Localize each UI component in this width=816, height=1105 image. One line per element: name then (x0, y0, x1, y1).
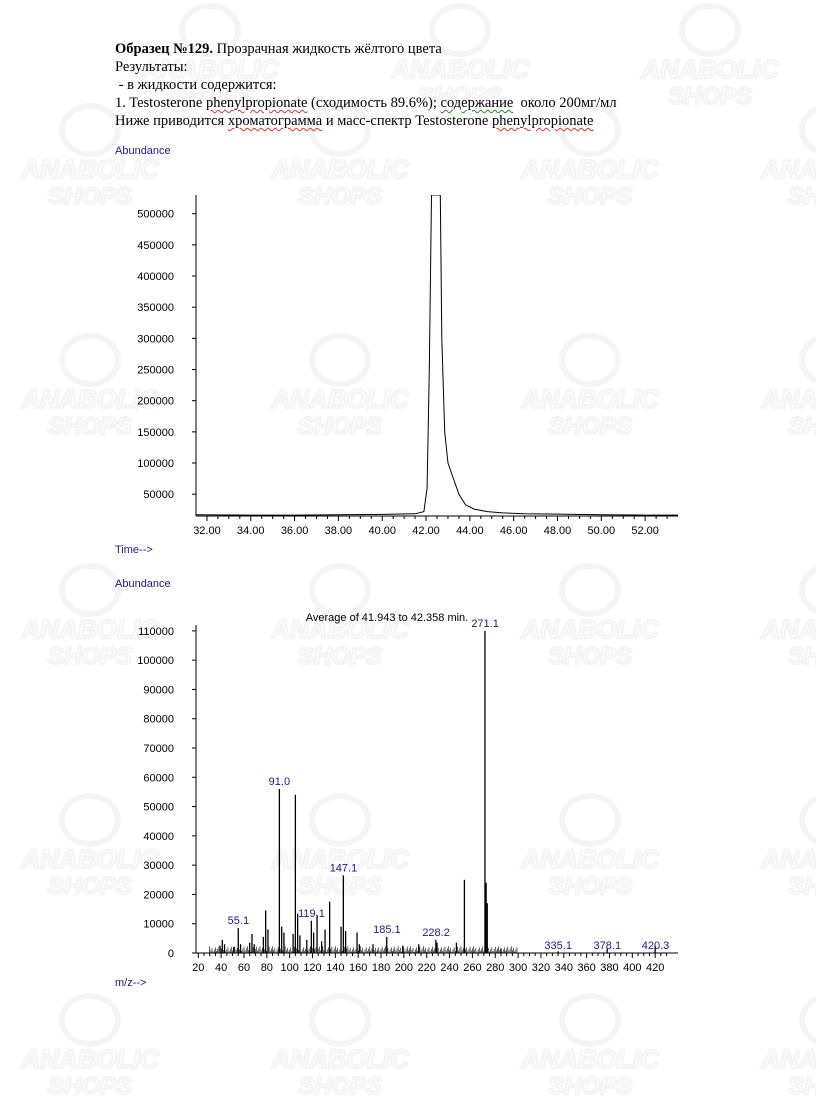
chromatogram-y-tick-label: 100000 (137, 458, 174, 470)
chromatogram-y-tick-label: 500000 (137, 209, 174, 221)
chromatogram-y-tick-label: 200000 (137, 396, 174, 408)
spectrum-y-tick-label: 110000 (138, 626, 174, 638)
chromatogram-x-tick-label: 50.00 (588, 525, 616, 537)
spectrum-y-tick-label: 100000 (137, 655, 174, 667)
spectrum-y-tick-label: 30000 (143, 860, 174, 872)
spectrum-x-tick-label: 80 (261, 962, 273, 974)
spectrum-peak-label: 420.3 (642, 940, 670, 952)
svg-text:SHOPS: SHOPS (298, 1073, 382, 1100)
spectrum-y-tick-label: 40000 (143, 831, 174, 843)
spectrum-x-tick-label: 120 (303, 962, 321, 974)
spectrum-x-tick-label: 220 (418, 962, 436, 974)
spectrum-x-tick-label: 240 (440, 962, 458, 974)
spectrum-peak-label: 378.1 (594, 940, 622, 952)
sample-title-line: Образец №129. Прозрачная жидкость жёлтог… (115, 40, 715, 58)
contains-line: - в жидкости содержится: (115, 77, 277, 93)
chromatogram-x-tick-label: 48.00 (544, 525, 572, 537)
compound-content-word: содержание (440, 95, 514, 111)
sample-title-rest: Прозрачная жидкость жёлтого цвета (213, 41, 442, 57)
sample-description: Образец №129. Прозрачная жидкость жёлтог… (115, 40, 715, 130)
chromatogram-x-tick-label: 44.00 (456, 525, 484, 537)
svg-text:SHOPS: SHOPS (788, 1073, 816, 1100)
chromatogram-word: хроматограмма (227, 113, 323, 129)
compound-prefix: 1. Testosterone (115, 95, 206, 111)
chromatogram-y-tick-label: 400000 (137, 271, 174, 283)
spectrum-peak-label: 271.1 (471, 618, 499, 630)
below-prefix: Ниже приводится (115, 113, 228, 129)
svg-text:SHOPS: SHOPS (548, 1073, 632, 1100)
spectrum-x-tick-label: 400 (623, 962, 641, 974)
spectrum-x-tick-label: 140 (326, 962, 344, 974)
spectrum-x-tick-label: 360 (577, 962, 595, 974)
chromatogram-x-tick-label: 34.00 (237, 525, 265, 537)
spectrum-plot (192, 625, 678, 958)
spectrum-x-tick-label: 260 (463, 962, 481, 974)
spectrum-title: Average of 41.943 to 42.358 min. (306, 612, 468, 624)
spectrum-peak-label: 228.2 (422, 927, 450, 939)
spectrum-y-tick-label: 10000 (143, 919, 174, 931)
spectrum-x-tick-label: 320 (532, 962, 550, 974)
spectrum-peak-label: 335.1 (544, 940, 572, 952)
spectrum-y-tick-label: 0 (168, 948, 174, 960)
spectrum-x-tick-label: 300 (509, 962, 527, 974)
chromatogram-x-tick-label: 40.00 (368, 525, 396, 537)
chromatogram-y-tick-label: 50000 (143, 489, 174, 501)
chromatogram-x-tick-label: 52.00 (631, 525, 659, 537)
compound-name-word: phenylpropionate (205, 95, 308, 111)
chromatogram-trace (196, 195, 678, 516)
spectrum-x-tick-label: 60 (238, 962, 250, 974)
compound-line: 1. Testosterone phenylpropionate (сходим… (115, 94, 715, 112)
chromatogram-ylabel: Abundance (115, 145, 171, 157)
spectrum-peak-label: 185.1 (373, 924, 401, 936)
sample-title-bold: Образец №129. (115, 41, 214, 57)
spectrum-ylabel: Abundance (115, 578, 171, 590)
results-heading: Результаты: (115, 59, 188, 75)
svg-text:SHOPS: SHOPS (48, 1073, 132, 1100)
chromatogram-x-tick-label: 46.00 (500, 525, 528, 537)
chromatogram-x-tick-label: 42.00 (412, 525, 440, 537)
charts-canvas: 5000010000015000020000025000030000035000… (137, 195, 678, 974)
spectrum-y-tick-label: 80000 (143, 714, 174, 726)
chromatogram-plot (192, 195, 678, 521)
chromatogram-x-tick-label: 38.00 (325, 525, 353, 537)
chromatogram-x-tick-label: 32.00 (193, 525, 221, 537)
spectrum-peak-label: 91.0 (269, 776, 290, 788)
spectrum-x-tick-label: 200 (395, 962, 413, 974)
spectrum-x-tick-label: 20 (192, 962, 204, 974)
spectrum-peak-label: 55.1 (228, 915, 249, 927)
chromatogram-y-tick-label: 300000 (137, 333, 174, 345)
compound-content-value: около 200мг/мл (513, 95, 617, 111)
spectrum-y-tick-label: 70000 (143, 743, 174, 755)
spectrum-x-tick-label: 420 (646, 962, 664, 974)
compound-similarity: (сходимость 89.6%); (307, 95, 441, 111)
spectrum-x-tick-label: 180 (372, 962, 390, 974)
spectrum-y-tick-label: 50000 (143, 802, 174, 814)
spectrum-x-tick-label: 100 (280, 962, 298, 974)
spectrum-x-tick-label: 160 (349, 962, 367, 974)
document-page: ANABOLIC SHOPS ANABOLIC SHOPS ANABOLIC SHOPS A… (115, 40, 715, 989)
chromatogram-y-tick-label: 350000 (137, 302, 174, 314)
spectrum-x-tick-label: 340 (555, 962, 573, 974)
chromatogram-y-tick-label: 150000 (137, 427, 174, 439)
chromatogram-x-tick-label: 36.00 (281, 525, 309, 537)
chromatogram-y-tick-label: 250000 (137, 365, 174, 377)
spectrum-x-tick-label: 40 (215, 962, 227, 974)
spectrum-y-tick-label: 90000 (143, 684, 174, 696)
compound-name-word-2: phenylpropionate (491, 113, 594, 129)
chromatogram-xlabel: Time--> (115, 544, 153, 556)
spectrum-xlabel: m/z--> (115, 977, 147, 989)
spectrum-x-tick-label: 280 (486, 962, 504, 974)
below-line: Ниже приводится хроматограмма и масс-спе… (115, 112, 715, 130)
spectrum-peak-label: 119.1 (298, 908, 325, 920)
spectrum-y-tick-label: 20000 (143, 889, 174, 901)
chromatogram-y-tick-label: 450000 (137, 240, 174, 252)
spectrum-x-tick-label: 380 (600, 962, 618, 974)
spectrum-peak-label: 147.1 (330, 862, 358, 874)
spectrum-y-tick-label: 60000 (143, 772, 174, 784)
below-mid: и масс-спектр Testosterone (322, 113, 492, 129)
